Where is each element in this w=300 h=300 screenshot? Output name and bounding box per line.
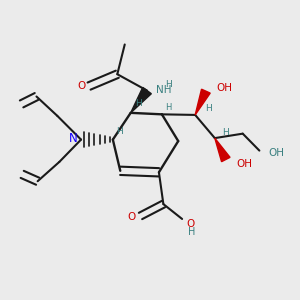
Text: H: H [222, 128, 229, 137]
Polygon shape [195, 89, 210, 115]
Text: O: O [186, 219, 194, 229]
Text: N: N [68, 132, 77, 145]
Text: H: H [165, 103, 171, 112]
Text: H: H [116, 127, 123, 136]
Text: H: H [188, 227, 195, 237]
Polygon shape [131, 87, 151, 113]
Text: OH: OH [216, 82, 232, 93]
Text: NH: NH [156, 85, 171, 95]
Polygon shape [215, 138, 230, 162]
Text: O: O [77, 80, 86, 91]
Text: OH: OH [236, 159, 252, 169]
Text: H: H [166, 80, 172, 89]
Text: O: O [128, 212, 136, 222]
Text: H: H [205, 104, 212, 113]
Text: H: H [135, 99, 142, 108]
Text: OH: OH [268, 148, 284, 158]
